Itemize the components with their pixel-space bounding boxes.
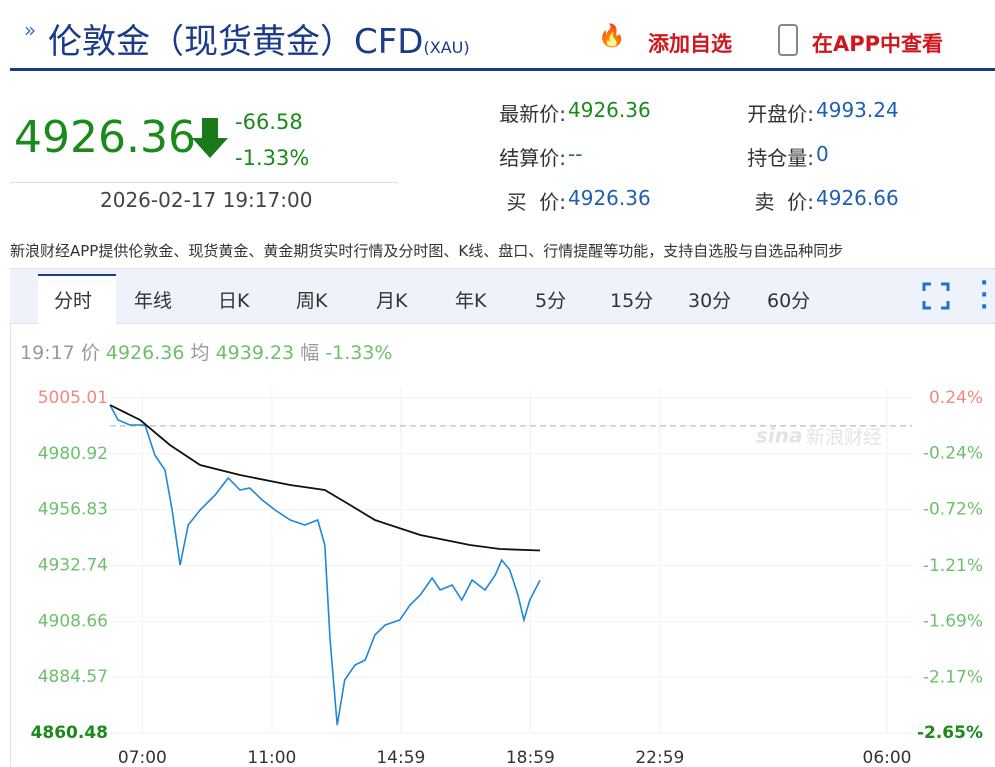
tab[interactable]: 月K: [376, 290, 408, 312]
open-app[interactable]: 在APP中查看: [812, 32, 944, 56]
active-tab-bg: [38, 274, 116, 325]
y2-tick-label: -0.24%: [923, 444, 983, 464]
status-label: 价: [80, 342, 100, 364]
x-tick-label: 22:59: [635, 748, 684, 767]
status-label: 幅: [300, 342, 320, 364]
page-title: 伦敦金（现货黄金）CFD(XAU): [48, 14, 470, 63]
notice: 新浪财经APP提供伦敦金、现货黄金、黄金期货实时行情及分时图、K线、盘口、行情提…: [10, 242, 844, 260]
tab[interactable]: 30分: [688, 290, 732, 312]
info-value: --: [568, 142, 583, 166]
x-tick-label: 18:59: [506, 748, 555, 767]
status-pct: -1.33%: [325, 342, 393, 364]
y-tick-label: 4956.83: [38, 500, 108, 520]
tab-bar: [10, 268, 995, 324]
y-tick-label: 4860.48: [31, 723, 108, 743]
change: -66.58: [235, 110, 303, 134]
info-label: 最新价:: [499, 102, 566, 126]
status-label: 均: [190, 342, 210, 364]
y2-tick-label: -2.17%: [923, 667, 983, 687]
fire-icon: 🔥: [598, 24, 626, 49]
price: 4926.36: [14, 112, 196, 163]
y-tick-label: 4884.57: [38, 667, 108, 687]
tab[interactable]: 15分: [610, 290, 654, 312]
info-value: 0: [816, 142, 829, 166]
y2-tick-label: 0.24%: [929, 388, 983, 408]
tab[interactable]: 周K: [296, 290, 328, 312]
y-tick-label: 4908.66: [38, 611, 108, 631]
down-arrow: [192, 118, 228, 158]
x-tick-label: 07:00: [118, 748, 167, 767]
info-label: 开盘价:: [747, 102, 814, 126]
info-value: 4926.36: [568, 98, 651, 122]
divider: [10, 182, 398, 183]
x-tick-label: 06:00: [863, 748, 912, 767]
chart-border: [10, 322, 11, 767]
change-pct: -1.33%: [235, 146, 310, 170]
y2-tick-label: -0.72%: [923, 499, 983, 519]
header-rule: [10, 68, 995, 71]
info-label: 卖 价:: [754, 190, 814, 214]
info-label: 持仓量:: [747, 146, 814, 170]
add-watchlist[interactable]: 添加自选: [648, 32, 732, 56]
status-avg: 4939.23: [215, 342, 295, 364]
tab[interactable]: 分时: [54, 290, 93, 312]
series-line: [109, 404, 541, 552]
chart: sina 新浪财经 4860.48 4884.57 4908.66 4932.74 49…: [31, 388, 983, 767]
y-tick-label: 4932.74: [38, 556, 108, 576]
status-price: 4926.36: [105, 342, 185, 364]
fullscreen-icon[interactable]: [922, 282, 950, 310]
y-tick-label: 5005.01: [38, 388, 108, 408]
logo-icon: »: [24, 18, 37, 42]
tab[interactable]: 60分: [767, 290, 811, 312]
info-value: 4926.66: [816, 186, 899, 210]
watermark-logo: sina: [756, 424, 803, 448]
title-code: (XAU): [423, 38, 470, 57]
phone-icon: [778, 24, 798, 56]
y-tick-label: 4980.92: [38, 444, 108, 464]
tab[interactable]: 年K: [455, 290, 487, 312]
tab[interactable]: 年线: [134, 290, 173, 312]
tab[interactable]: 5分: [535, 290, 567, 312]
tab[interactable]: 日K: [218, 290, 250, 312]
series-line: [109, 404, 541, 726]
more-icon[interactable]: · · ·: [980, 271, 989, 320]
y2-tick-label: -1.69%: [923, 612, 983, 632]
info-value: 4993.24: [816, 98, 899, 122]
status-line: 19:17 价 4926.36 均 4939.23 幅 -1.33%: [20, 338, 392, 365]
x-tick-label: 14:59: [376, 748, 425, 767]
status-time: 19:17: [20, 342, 75, 364]
info-value: 4926.36: [568, 186, 651, 210]
x-tick-label: 11:00: [247, 748, 296, 767]
title-text: 伦敦金（现货黄金）CFD: [48, 22, 424, 62]
y2-tick-label: -2.65%: [917, 723, 983, 743]
info-label: 结算价:: [499, 146, 566, 170]
watermark: 新浪财经: [806, 427, 882, 449]
y2-tick-label: -1.21%: [923, 556, 983, 576]
info-label: 买 价:: [506, 190, 566, 214]
quote-time: 2026-02-17 19:17:00: [100, 188, 313, 212]
